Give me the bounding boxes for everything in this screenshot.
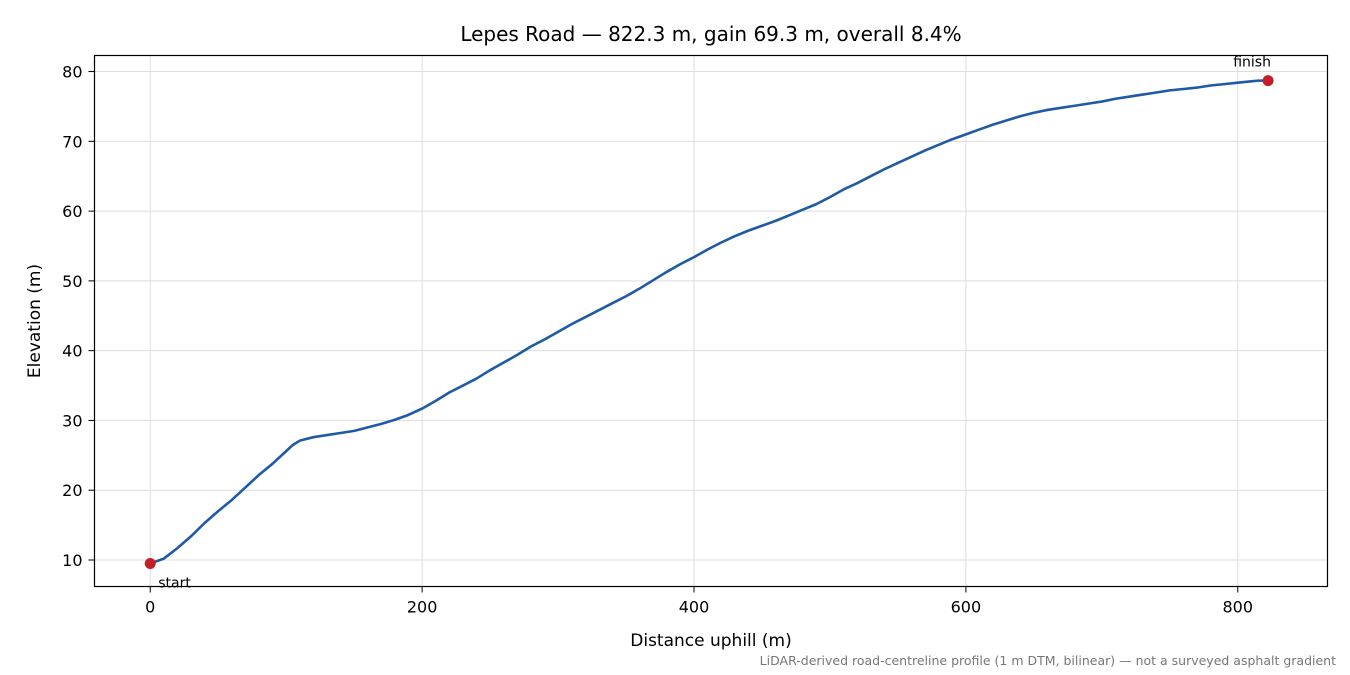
- y-tick-label: 70: [62, 132, 82, 151]
- y-tick-label: 10: [62, 551, 82, 570]
- y-tick-label: 80: [62, 63, 82, 82]
- finish-marker: [1262, 75, 1274, 87]
- y-tick-label: 20: [62, 481, 82, 500]
- y-tick-label: 60: [62, 202, 82, 221]
- x-tick-label: 400: [679, 598, 710, 617]
- footnote: LiDAR-derived road-centreline profile (1…: [760, 653, 1336, 668]
- start-label: start: [158, 575, 191, 591]
- elevation-line: [148, 79, 1270, 565]
- x-tick-label: 800: [1223, 598, 1254, 617]
- chart-title: Lepes Road — 822.3 m, gain 69.3 m, overa…: [460, 22, 961, 46]
- start-marker: [144, 557, 156, 569]
- grid: [94, 55, 1328, 587]
- plot-area: [148, 79, 1270, 565]
- axes: 0 200 400 600 800 10 20 30 40 50 60 70 80: [62, 63, 1253, 617]
- plot-frame: [93, 54, 1329, 588]
- x-tick-label: 600: [951, 598, 982, 617]
- x-tick-label: 0: [145, 598, 155, 617]
- markers: start finish: [144, 55, 1274, 591]
- finish-label: finish: [1233, 55, 1271, 71]
- y-tick-label: 50: [62, 272, 82, 291]
- y-tick-label: 40: [62, 342, 82, 361]
- x-axis-label: Distance uphill (m): [630, 631, 791, 651]
- y-axis-label: Elevation (m): [25, 264, 45, 378]
- y-tick-label: 30: [62, 411, 82, 430]
- x-tick-label: 200: [407, 598, 438, 617]
